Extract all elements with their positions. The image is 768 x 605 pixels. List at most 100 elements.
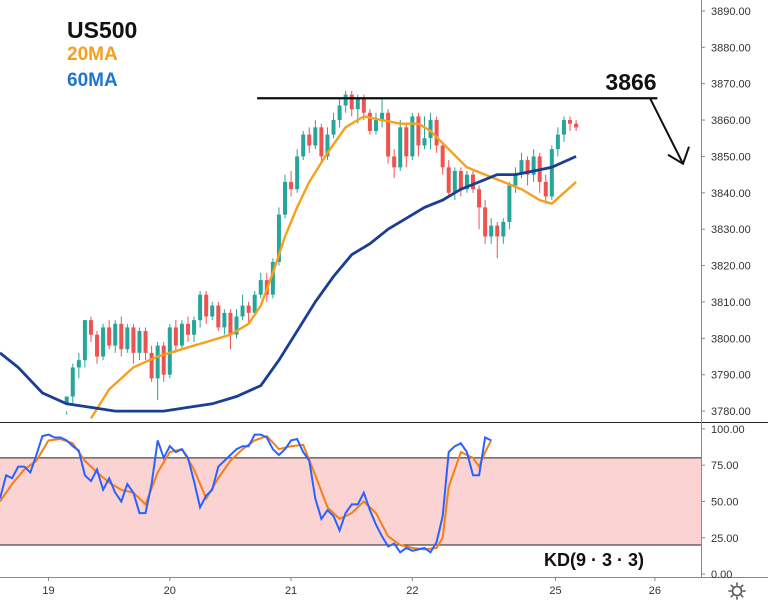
candle-body [525, 160, 530, 175]
candle-body [101, 327, 106, 357]
candle-body [270, 261, 275, 295]
kd-tick-label: 50.00 [711, 496, 739, 508]
candle-body [519, 160, 524, 175]
kd-pane: KD(9 · 3 · 3) [0, 433, 701, 570]
candle-body [119, 323, 124, 350]
candle-body [155, 345, 160, 379]
candle-body [434, 120, 439, 146]
symbol-label: US500 [67, 17, 137, 43]
candle-body [574, 123, 579, 128]
candle-body [143, 331, 148, 353]
candle-body [179, 323, 184, 346]
price-tick-label: 3870.00 [711, 79, 751, 91]
candle-body [234, 316, 239, 335]
candle-body [76, 360, 81, 368]
kd-tick-label: 100.00 [711, 424, 745, 436]
candle-body [276, 214, 281, 262]
candle-body [167, 327, 172, 375]
candle-body [416, 116, 421, 146]
kd-d-line [0, 434, 493, 551]
legend-ma20: 20MA [67, 44, 118, 65]
candle-body [107, 327, 112, 346]
candle-body [464, 174, 469, 190]
candle-body [440, 145, 445, 168]
candle-body [495, 225, 500, 237]
kd-axis[interactable]: 0.00 25.00 50.00 75.00 100.00 [701, 424, 745, 581]
price-tick-label: 3790.00 [711, 370, 751, 382]
price-tick-label: 3830.00 [711, 224, 751, 236]
candle-body [113, 323, 118, 346]
price-tick-label: 3800.00 [711, 333, 751, 345]
price-tick-label: 3880.00 [711, 42, 751, 54]
candle-body [452, 170, 457, 193]
candle-body [161, 345, 166, 375]
candle-body [458, 170, 463, 190]
candle-body [131, 327, 136, 353]
candle-body [210, 305, 215, 317]
candle-body [555, 134, 560, 150]
candle-body [222, 312, 227, 328]
time-tick-label: 25 [549, 585, 561, 597]
kd-k-line [0, 433, 492, 554]
resistance-label: 3866 [605, 69, 656, 95]
price-tick-label: 3780.00 [711, 406, 751, 418]
candle-body [428, 120, 433, 139]
candle-body [398, 127, 403, 168]
candle-body [489, 225, 494, 237]
gear-icon[interactable] [728, 582, 746, 600]
candle-body [501, 221, 506, 237]
candle-body [367, 112, 372, 131]
kd-title: KD(9 · 3 · 3) [544, 550, 644, 570]
candle-body [446, 167, 451, 193]
price-tick-label: 3820.00 [711, 261, 751, 273]
candle-body [240, 305, 245, 317]
candle-body [313, 127, 318, 146]
candle-body [95, 334, 100, 357]
candle-body [337, 105, 342, 121]
candle-body [361, 98, 366, 113]
candle-body [343, 94, 348, 106]
legend-ma60: 60MA [67, 70, 118, 91]
kd-tick-label: 25.00 [711, 533, 739, 545]
candle-body [307, 134, 312, 146]
time-tick-label: 22 [406, 585, 418, 597]
candle-body [173, 327, 178, 346]
candle-body [64, 396, 69, 404]
candle-body [549, 149, 554, 197]
ma60-line [0, 155, 577, 413]
candle-body [568, 120, 573, 124]
candle-body [392, 156, 397, 168]
candle-body [355, 98, 360, 110]
ma20-line [89, 115, 577, 420]
candle-body [198, 294, 203, 321]
candle-body [349, 94, 354, 110]
candle-body [422, 138, 427, 146]
candle-body [325, 134, 330, 157]
candle-body [507, 185, 512, 222]
candle-body [192, 320, 197, 335]
candle-body [125, 327, 130, 350]
price-tick-label: 3810.00 [711, 297, 751, 309]
candle-body [204, 294, 209, 317]
price-tick-label: 3840.00 [711, 188, 751, 200]
time-axis[interactable]: 19 20 21 22 25 26 [42, 577, 661, 597]
candle-body [477, 189, 482, 208]
time-tick-label: 19 [42, 585, 54, 597]
candle-body [470, 174, 475, 190]
candle-body [88, 320, 93, 335]
candle-body [283, 181, 288, 215]
candle-body [258, 280, 263, 295]
candle-body [380, 112, 385, 121]
price-axis[interactable]: 3780.00 3790.00 3800.00 3810.00 3820.00 3830.… [701, 6, 751, 418]
down-arrow-icon [649, 97, 690, 166]
candle-body [137, 331, 142, 353]
candle-body [531, 156, 536, 175]
candle-body [289, 181, 294, 190]
candle-body [561, 120, 566, 135]
kd-band [0, 457, 701, 546]
candle-body [373, 120, 378, 131]
candle-body [404, 127, 409, 157]
time-tick-label: 26 [649, 585, 661, 597]
price-tick-label: 3850.00 [711, 151, 751, 163]
time-tick-label: 20 [164, 585, 176, 597]
